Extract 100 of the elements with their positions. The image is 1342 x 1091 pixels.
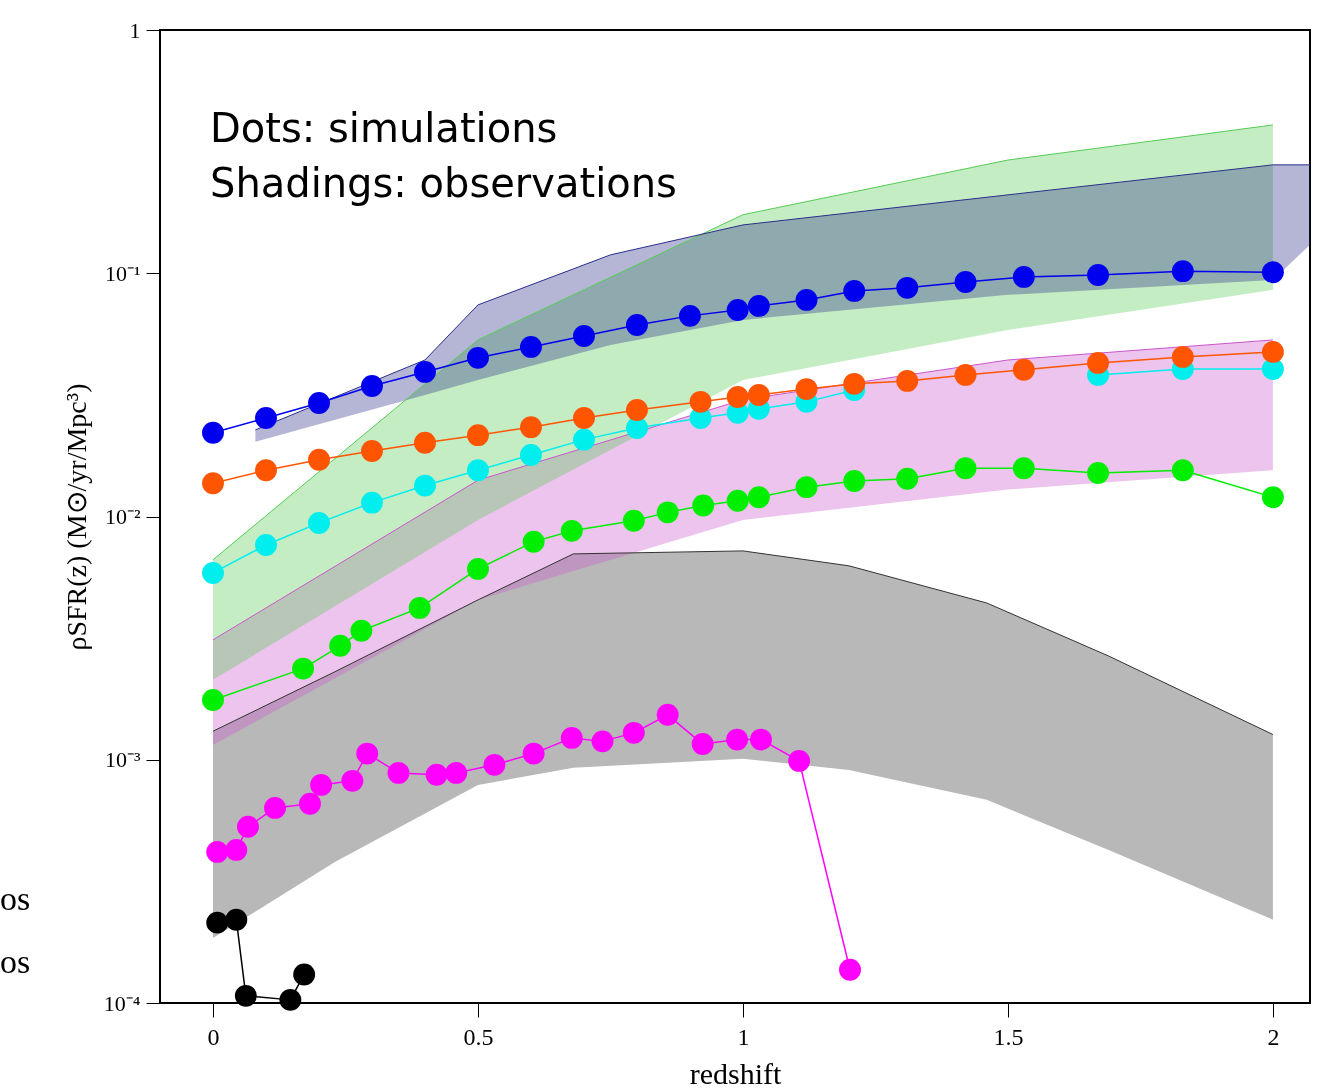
text: os — [0, 880, 31, 917]
point — [520, 416, 542, 439]
y-tick-label: 1 — [129, 17, 141, 43]
point — [483, 753, 506, 776]
point — [622, 509, 645, 532]
point — [839, 958, 861, 981]
point — [626, 417, 648, 439]
point — [747, 384, 770, 406]
x-axis-title: redshift — [689, 1056, 782, 1090]
point — [341, 769, 364, 792]
point — [954, 271, 977, 293]
point — [954, 363, 977, 386]
point — [202, 689, 224, 711]
point — [843, 279, 866, 302]
point — [656, 501, 679, 524]
y-tick-label: 10⁻⁴ — [103, 990, 141, 1016]
point — [255, 459, 277, 482]
y-axis-title: ρSFR(z) (M⊙/yr/Mpc³) — [60, 383, 92, 651]
point — [202, 472, 224, 495]
point — [522, 742, 545, 765]
y-tick-label: 10⁻³ — [104, 747, 141, 773]
point — [206, 840, 229, 863]
point — [467, 424, 489, 447]
point — [1261, 261, 1284, 284]
point — [1171, 345, 1194, 368]
point — [726, 728, 749, 751]
point — [795, 378, 818, 401]
point — [691, 733, 714, 755]
x-tick-label: 1.5 — [993, 1023, 1024, 1050]
annotation: Shadings: observations — [210, 160, 677, 206]
point — [573, 325, 595, 347]
point — [1012, 358, 1035, 381]
point — [747, 486, 770, 509]
point — [679, 304, 701, 327]
point — [467, 459, 489, 482]
point — [573, 428, 595, 451]
point — [255, 407, 277, 429]
y-tick-label: 10⁻² — [104, 504, 141, 529]
point — [896, 276, 919, 299]
point — [1087, 462, 1109, 484]
point — [467, 346, 489, 369]
point — [1261, 486, 1284, 509]
point — [255, 534, 277, 556]
point — [308, 448, 330, 471]
point — [689, 390, 712, 413]
point — [292, 657, 315, 680]
point — [308, 511, 330, 534]
point — [795, 476, 818, 499]
y-tick-label: 10⁻¹ — [104, 260, 141, 286]
point — [234, 984, 257, 1007]
point — [1012, 265, 1035, 288]
point — [414, 431, 436, 454]
point — [726, 489, 749, 512]
point — [573, 407, 595, 429]
point — [308, 392, 330, 414]
point — [626, 399, 648, 421]
point — [445, 761, 468, 784]
x-tick-label: 2 — [1267, 1023, 1280, 1050]
point — [414, 360, 436, 383]
x-tick-label: 1 — [737, 1023, 750, 1050]
point — [522, 530, 545, 553]
point — [237, 815, 259, 838]
point — [747, 294, 770, 317]
point — [1087, 351, 1109, 374]
point — [1087, 264, 1109, 286]
x-tick-label: 0 — [207, 1023, 220, 1050]
point — [1171, 459, 1194, 482]
point — [356, 742, 379, 765]
point — [225, 908, 248, 931]
point — [225, 838, 248, 861]
point — [843, 470, 866, 492]
point — [656, 703, 679, 726]
point — [467, 557, 489, 580]
point — [591, 730, 614, 753]
point — [361, 375, 383, 397]
point — [626, 314, 648, 336]
point — [425, 763, 448, 786]
point — [264, 796, 286, 819]
point — [279, 988, 302, 1011]
text: os — [0, 943, 31, 980]
point — [520, 444, 542, 466]
point — [622, 721, 645, 744]
point — [560, 519, 583, 542]
point — [726, 299, 749, 321]
line-series — [212, 550, 1274, 735]
point — [361, 491, 383, 514]
point — [202, 562, 224, 584]
point — [387, 761, 410, 784]
point — [520, 335, 542, 358]
point — [293, 963, 316, 986]
point — [361, 440, 383, 462]
point — [896, 467, 919, 490]
point — [843, 372, 866, 395]
point — [1171, 260, 1194, 283]
point — [954, 457, 977, 480]
x-tick-label: 0.5 — [463, 1023, 494, 1050]
point — [788, 749, 811, 772]
point — [896, 369, 919, 392]
point — [750, 728, 772, 751]
point — [560, 726, 583, 749]
